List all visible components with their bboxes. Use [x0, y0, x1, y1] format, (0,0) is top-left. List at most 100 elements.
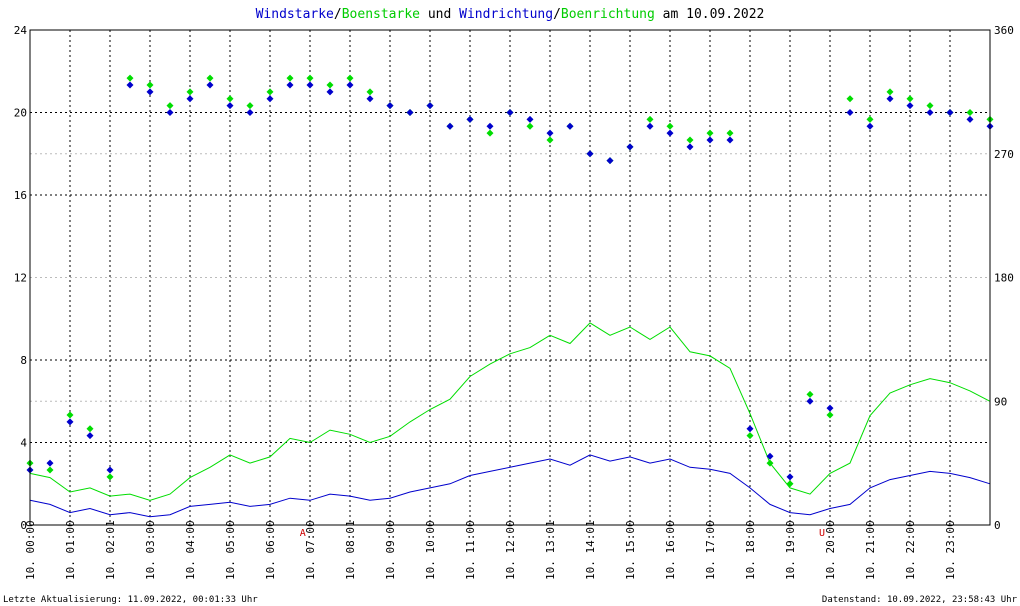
x-tick-label: 10. 23:00 — [944, 520, 957, 580]
series-point-windrichtung — [686, 143, 694, 151]
series-point-windrichtung — [266, 95, 274, 103]
series-point-windrichtung — [326, 88, 334, 96]
series-point-windrichtung — [306, 81, 314, 89]
series-point-windrichtung — [206, 81, 214, 89]
series-point-windrichtung — [886, 95, 894, 103]
series-point-windrichtung — [646, 122, 654, 130]
series-point-windrichtung — [226, 102, 234, 110]
series-point-boenrichtung — [306, 74, 314, 82]
series-point-boenrichtung — [106, 473, 114, 481]
title-windstarke: Windstarke — [256, 7, 334, 22]
series-point-boenrichtung — [846, 95, 854, 103]
series-point-windrichtung — [706, 136, 714, 144]
series-point-boenrichtung — [746, 432, 754, 440]
series-point-windrichtung — [66, 418, 74, 426]
series-point-boenrichtung — [266, 88, 274, 96]
y-left-tick-label: 4 — [20, 437, 27, 450]
x-tick-label: 10. 14:01 — [584, 520, 597, 580]
series-point-boenrichtung — [726, 129, 734, 137]
series-point-boenrichtung — [126, 74, 134, 82]
series-point-boenrichtung — [806, 390, 814, 398]
series-point-windrichtung — [426, 102, 434, 110]
series-point-boenrichtung — [346, 74, 354, 82]
footer-last-update: Letzte Aktualisierung: 11.09.2022, 00:01… — [3, 595, 258, 605]
series-point-boenrichtung — [706, 129, 714, 137]
series-point-boenrichtung — [526, 122, 534, 130]
daylight-marker: U — [819, 528, 825, 539]
grid — [30, 30, 990, 525]
x-tick-label: 10. 16:00 — [664, 520, 677, 580]
y-left-tick-label: 24 — [14, 24, 28, 37]
series-point-windrichtung — [486, 122, 494, 130]
series-point-boenrichtung — [766, 459, 774, 467]
series-line-windstarke — [29, 454, 991, 518]
x-tick-label: 10. 21:00 — [864, 520, 877, 580]
x-tick-label: 10. 02:01 — [104, 520, 117, 580]
series-point-windrichtung — [906, 102, 914, 110]
x-tick-label: 10. 13:01 — [544, 520, 557, 580]
x-tick-label: 10. 07:00 — [304, 520, 317, 580]
title-date: am 10.09.2022 — [655, 7, 765, 22]
series-point-windrichtung — [506, 109, 514, 116]
series-point-boenrichtung — [826, 411, 834, 419]
series-point-boenrichtung — [66, 411, 74, 419]
series-point-windrichtung — [966, 115, 974, 123]
y-left-tick-label: 16 — [14, 189, 27, 202]
x-tick-label: 10. 12:00 — [504, 520, 517, 580]
x-tick-label: 10. 20:00 — [824, 520, 837, 580]
series-point-boenrichtung — [786, 480, 794, 488]
series-point-windrichtung — [926, 109, 934, 116]
series-point-windrichtung — [446, 122, 454, 130]
series-layer — [26, 74, 994, 518]
series-point-windrichtung — [86, 432, 94, 440]
title-sep2: / — [553, 7, 561, 22]
series-point-boenrichtung — [646, 115, 654, 123]
series-point-boenrichtung — [366, 88, 374, 96]
x-tick-label: 10. 08:01 — [344, 520, 357, 580]
y-right-tick-label: 0 — [994, 519, 1001, 532]
series-point-boenrichtung — [166, 102, 174, 110]
series-point-boenrichtung — [686, 136, 694, 144]
series-point-windrichtung — [166, 109, 174, 116]
series-point-boenrichtung — [326, 81, 334, 89]
x-tick-label: 10. 01:00 — [64, 520, 77, 580]
series-point-boenrichtung — [666, 122, 674, 130]
x-tick-label: 10. 06:00 — [264, 520, 277, 580]
series-point-windrichtung — [826, 404, 834, 412]
x-tick-label: 10. 22:00 — [904, 520, 917, 580]
title-sep1: / — [334, 7, 342, 22]
series-point-boenrichtung — [146, 81, 154, 89]
series-point-boenrichtung — [206, 74, 214, 82]
series-point-windrichtung — [846, 109, 854, 116]
series-point-windrichtung — [286, 81, 294, 89]
chart-title: Windstarke/Boenstarke und Windrichtung/B… — [256, 7, 765, 22]
series-point-windrichtung — [366, 95, 374, 103]
series-point-boenrichtung — [866, 115, 874, 123]
series-point-windrichtung — [106, 466, 114, 474]
series-point-windrichtung — [786, 473, 794, 481]
title-und: und — [420, 7, 459, 22]
series-point-windrichtung — [546, 129, 554, 137]
series-point-boenrichtung — [86, 425, 94, 433]
series-point-windrichtung — [346, 81, 354, 89]
y-right-tick-label: 90 — [994, 395, 1007, 408]
x-tick-label: 10. 05:00 — [224, 520, 237, 580]
x-tick-label: 10. 10:00 — [424, 520, 437, 580]
series-point-windrichtung — [386, 102, 394, 110]
series-point-boenrichtung — [226, 95, 234, 103]
series-point-windrichtung — [726, 136, 734, 144]
title-windrichtung: Windrichtung — [459, 7, 553, 22]
series-point-windrichtung — [586, 150, 594, 158]
series-point-windrichtung — [866, 122, 874, 130]
series-point-boenrichtung — [886, 88, 894, 96]
x-tick-label: 10. 03:00 — [144, 520, 157, 580]
y-right-tick-label: 180 — [994, 272, 1014, 285]
x-tick-label: 10. 00:00 — [24, 520, 37, 580]
series-point-windrichtung — [806, 397, 814, 405]
series-point-windrichtung — [746, 425, 754, 433]
series-point-windrichtung — [526, 115, 534, 123]
y-left-tick-label: 12 — [14, 272, 27, 285]
series-point-windrichtung — [946, 109, 954, 116]
series-point-windrichtung — [626, 143, 634, 151]
